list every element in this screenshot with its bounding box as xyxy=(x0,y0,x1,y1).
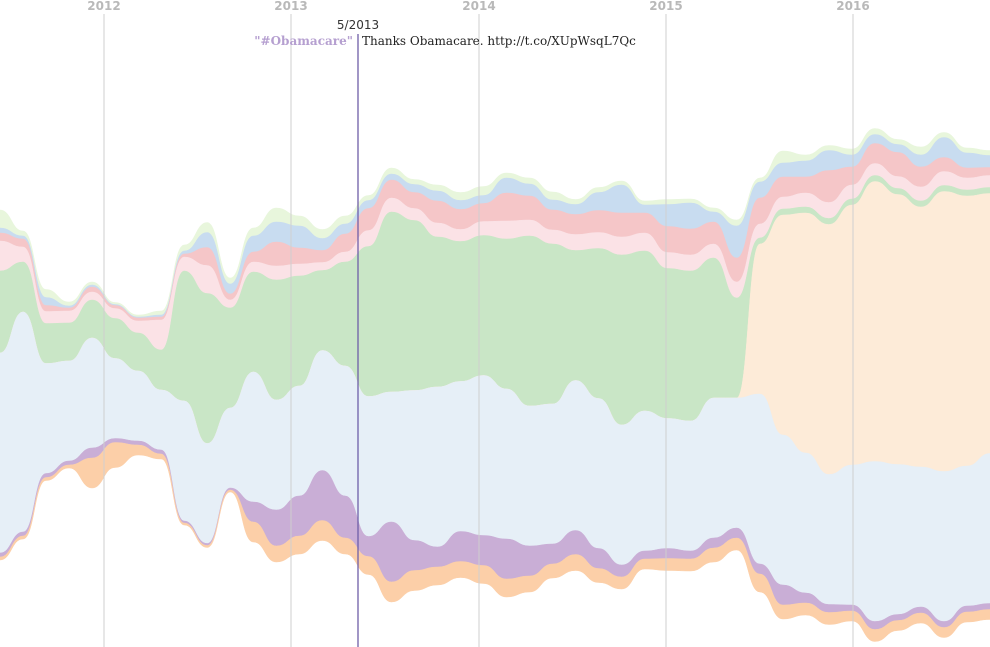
year-label-2015: 2015 xyxy=(649,0,682,13)
stream-layers xyxy=(0,128,990,642)
year-gridlines xyxy=(103,14,854,647)
year-labels: 2012 2013 2014 2015 2016 xyxy=(87,0,869,13)
year-label-2016: 2016 xyxy=(836,0,869,13)
tooltip-tag: "#Obamacare" xyxy=(254,34,353,48)
year-label-2013: 2013 xyxy=(274,0,307,13)
tooltip-tweet-text[interactable]: Thanks Obamacare. http://t.co/XUpWsqL7Qc xyxy=(362,34,636,48)
year-label-2012: 2012 xyxy=(87,0,120,13)
cursor-date-label: 5/2013 xyxy=(337,18,379,32)
year-label-2014: 2014 xyxy=(462,0,495,13)
